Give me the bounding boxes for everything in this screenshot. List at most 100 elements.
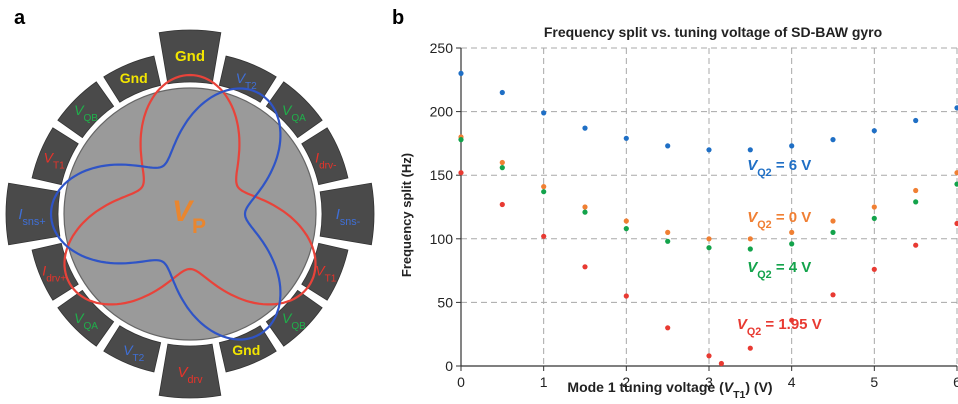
data-point (665, 229, 671, 235)
data-point (458, 137, 464, 143)
data-point (830, 218, 836, 224)
data-point (541, 110, 547, 116)
electrode-pad (103, 55, 162, 103)
electrode-label: VQA (282, 102, 306, 124)
data-point (499, 165, 505, 171)
data-point (706, 353, 712, 359)
data-point (458, 70, 464, 76)
gyro-electrode-diagram: Gnd VT2 VQA Idrv- Isns- VT1 VQB Gnd Vdrv VT2 VQA Id… (5, 29, 375, 399)
chart-grid (461, 47, 958, 366)
resonator-disk (63, 87, 317, 341)
electrode-pad (31, 242, 79, 301)
x-tick-label: 4 (788, 374, 796, 390)
x-tick-label: 3 (705, 374, 713, 390)
data-point (871, 204, 877, 210)
series-label: VQ2 = 6 V (747, 157, 811, 179)
chart-series-labels: VQ2 = 6 V VQ2 = 0 V VQ2 = 4 V VQ2 = 1.95 V (737, 157, 822, 338)
data-point (747, 236, 753, 242)
electrode-pad (301, 127, 349, 186)
data-point (789, 241, 795, 247)
series-label: VQ2 = 1.95 V (737, 316, 822, 338)
data-point (706, 236, 712, 242)
y-axis-label: Frequency split (Hz) (399, 153, 414, 277)
electrode-pad (319, 182, 375, 246)
x-tick-label: 1 (540, 374, 548, 390)
electrode-label: Idrv- (315, 150, 336, 172)
data-point (665, 325, 671, 331)
data-point (954, 181, 958, 187)
chart-axes: 0 1 2 3 4 5 6 0 50 100 150 200 250 (430, 40, 958, 390)
data-point (499, 201, 505, 208)
mode-2-shape (49, 87, 282, 341)
electrode-pad (301, 242, 349, 301)
data-point (541, 189, 547, 195)
electrode-pad (158, 29, 222, 85)
data-point (871, 266, 877, 272)
chart-title: Frequency split vs. tuning voltage of SD… (544, 24, 882, 40)
panel-b-label: b (392, 7, 404, 29)
data-point (623, 135, 629, 141)
data-point (830, 137, 836, 143)
series (458, 137, 958, 252)
data-point (499, 159, 505, 166)
data-point (623, 218, 629, 224)
electrode-label: Idrv+ (42, 262, 66, 284)
series (458, 70, 958, 153)
data-point (665, 238, 671, 244)
electrode-pad (57, 289, 115, 347)
y-tick-label: 100 (430, 231, 454, 247)
electrode-label: VT1 (315, 262, 336, 284)
electrode-label: Vdrv (177, 364, 203, 386)
x-tick-label: 5 (870, 374, 878, 390)
data-point (871, 128, 877, 134)
electrode-pad (103, 325, 162, 373)
electrode-pad (158, 343, 222, 399)
y-tick-label: 200 (430, 104, 454, 120)
chart-series (458, 70, 958, 367)
electrode-pad (31, 127, 79, 186)
x-tick-label: 6 (953, 374, 958, 390)
electrode-pad (5, 182, 61, 246)
series (458, 134, 958, 242)
electrode-label: VT2 (236, 70, 257, 92)
data-point (871, 215, 877, 221)
electrode-label: Gnd (175, 48, 205, 65)
series-label: VQ2 = 4 V (747, 259, 811, 281)
data-point (913, 117, 919, 124)
electrode-label: VQB (74, 102, 98, 124)
data-point (789, 317, 795, 323)
data-point (623, 293, 629, 299)
data-point (458, 170, 464, 176)
y-tick-label: 50 (437, 294, 453, 310)
data-point (913, 199, 919, 205)
electrode-label: VT2 (123, 342, 144, 364)
data-point (830, 229, 836, 235)
data-point (706, 147, 712, 153)
data-point (747, 345, 753, 351)
data-point (954, 220, 958, 227)
data-point (913, 187, 919, 194)
electrode-pad (57, 81, 115, 139)
data-point (913, 242, 919, 248)
y-tick-label: 250 (430, 40, 454, 56)
data-point (665, 143, 671, 149)
data-point (789, 143, 795, 149)
data-point (541, 184, 547, 190)
electrode-pad (265, 289, 323, 347)
electrode-label: Gnd (120, 70, 148, 86)
y-tick-label: 0 (445, 358, 453, 374)
data-point (499, 89, 505, 96)
series (458, 170, 958, 367)
x-tick-label: 2 (622, 374, 630, 390)
electrode-label: Gnd (232, 342, 260, 358)
electrode-pad (265, 81, 323, 139)
electrode-label: Isns+ (18, 206, 45, 228)
data-point (789, 229, 795, 235)
panel-a-label: a (14, 7, 26, 29)
data-point (582, 204, 588, 210)
center-electrode-label: VP (172, 195, 206, 238)
x-tick-label: 0 (457, 374, 465, 390)
mode-1-shape (63, 73, 317, 306)
data-point (582, 209, 588, 215)
